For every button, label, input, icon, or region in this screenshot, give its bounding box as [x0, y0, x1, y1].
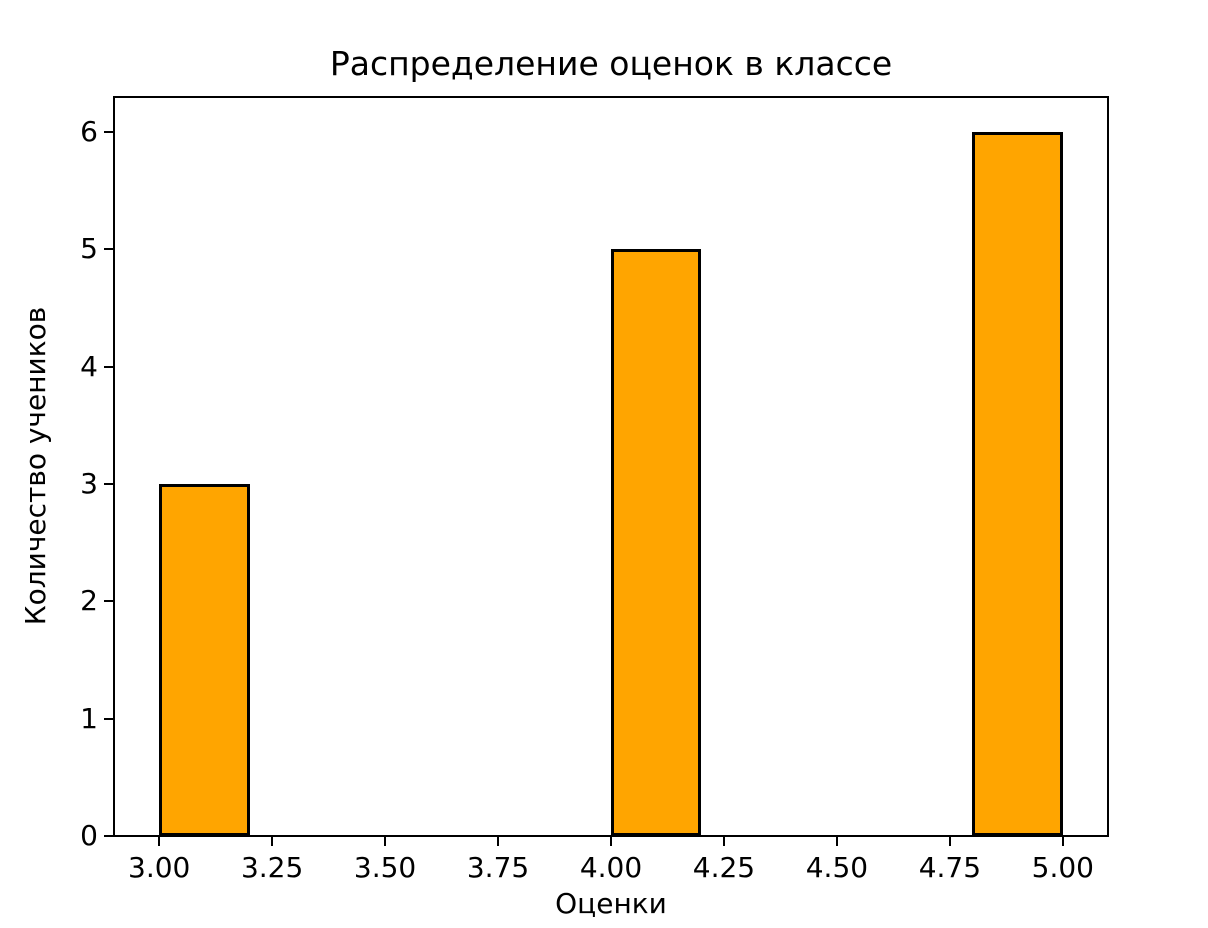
x-tick-label: 4.00	[579, 851, 643, 884]
y-tick-mark	[104, 483, 114, 486]
y-tick-mark	[104, 248, 114, 251]
x-tick-label: 4.75	[918, 851, 982, 884]
y-tick-label: 5	[80, 232, 98, 266]
y-tick-label: 6	[80, 115, 98, 149]
y-tick-label: 4	[80, 349, 98, 383]
x-tick-mark	[384, 836, 387, 846]
x-tick-label: 3.25	[240, 851, 304, 884]
y-tick-label: 3	[80, 467, 98, 501]
x-tick-label: 5.00	[1031, 851, 1094, 884]
y-tick-mark	[104, 365, 114, 368]
y-tick-label: 1	[80, 701, 98, 735]
histogram-bar	[611, 249, 702, 836]
x-tick-mark	[948, 836, 951, 846]
x-tick-label: 3.75	[466, 851, 530, 884]
y-tick-label: 2	[80, 584, 98, 618]
x-tick-mark	[1061, 836, 1064, 846]
x-tick-mark	[497, 836, 500, 846]
x-tick-mark	[722, 836, 725, 846]
x-tick-mark	[158, 836, 161, 846]
x-tick-mark	[271, 836, 274, 846]
y-tick-mark	[104, 717, 114, 720]
y-tick-mark	[104, 131, 114, 134]
x-tick-mark	[835, 836, 838, 846]
y-tick-label: 0	[80, 819, 98, 852]
x-tick-label: 3.50	[353, 851, 417, 884]
y-tick-mark	[104, 835, 114, 837]
y-tick-mark	[104, 600, 114, 603]
chart-title: Распределение оценок в классе	[329, 44, 893, 83]
histogram-bar	[159, 484, 250, 836]
x-tick-label: 4.25	[692, 851, 756, 884]
histogram-bar	[972, 132, 1063, 836]
x-tick-label: 3.00	[128, 851, 191, 884]
x-axis-label: Оценки	[555, 887, 667, 920]
x-tick-mark	[610, 836, 612, 846]
x-tick-label: 4.50	[805, 851, 869, 884]
